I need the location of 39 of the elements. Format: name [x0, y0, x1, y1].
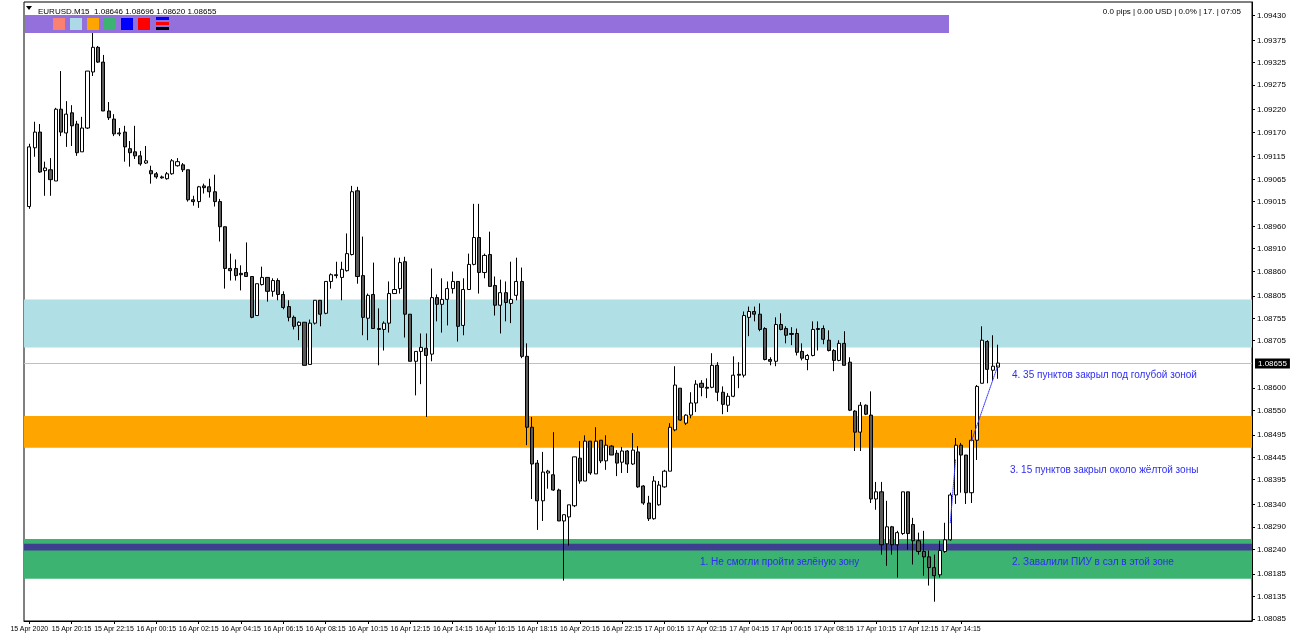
y-tick-label: 1.09325 [1257, 58, 1287, 68]
y-tick-label: 1.08860 [1257, 266, 1287, 276]
y-tick-label: 1.09220 [1257, 105, 1287, 115]
y-tick-label: 1.09170 [1257, 127, 1287, 137]
y-tick-label: 1.08240 [1257, 544, 1287, 554]
y-tick-label: 1.08185 [1257, 569, 1287, 579]
y-tick-label: 1.08085 [1257, 614, 1287, 624]
y-tick-label: 1.08600 [1257, 383, 1287, 393]
y-tick-label: 1.08395 [1257, 475, 1287, 485]
annotation: 4. 35 пунктов закрыл под голубой зоной [1012, 368, 1197, 380]
candlestick [107, 101, 111, 121]
y-tick-label: 1.09430 [1257, 10, 1287, 20]
annotation: 2. Завалили ПИУ в сэл в этой зоне [1012, 555, 1175, 567]
y-tick-label: 1.08960 [1257, 221, 1287, 231]
y-tick-label: 1.08340 [1257, 499, 1287, 509]
y-tick-label: 1.09275 [1257, 80, 1287, 90]
y-tick-label: 1.08445 [1257, 452, 1287, 462]
y-tick-label: 1.08290 [1257, 522, 1287, 532]
candlestick [551, 431, 555, 492]
y-tick-label: 1.08755 [1257, 313, 1287, 323]
y-tick-label: 1.08135 [1257, 591, 1287, 601]
y-tick-label: 1.09065 [1257, 174, 1287, 184]
y-tick-label: 1.08910 [1257, 244, 1287, 254]
y-tick-label: 1.08550 [1257, 405, 1287, 415]
text: EURUSD.M15 1.08646 1.08696 1.08620 1.08655 [38, 6, 217, 16]
annotation: 1. Не смогли пройти зелёную зону [700, 555, 860, 567]
annotation: 3. 15 пунктов закрыл около жёлтой зоны [1010, 463, 1199, 475]
candlestick [514, 257, 518, 301]
y-tick-label: 1.08705 [1257, 336, 1287, 346]
y-tick-label: 1.09015 [1257, 197, 1287, 207]
y-tick-label: 1.08495 [1257, 430, 1287, 440]
text: 0.0 pips | 0.00 USD | 0.0% | 17. | 07:05 [1102, 6, 1242, 16]
y-tick-label: 1.09375 [1257, 35, 1287, 45]
y-tick-label: 1.09115 [1257, 152, 1286, 162]
ref-line-label: 1.08655 [1258, 359, 1288, 368]
candlestick [123, 125, 127, 163]
candlestick [27, 143, 31, 210]
candlestick [144, 145, 148, 165]
y-tick-label: 1.08805 [1257, 291, 1287, 301]
